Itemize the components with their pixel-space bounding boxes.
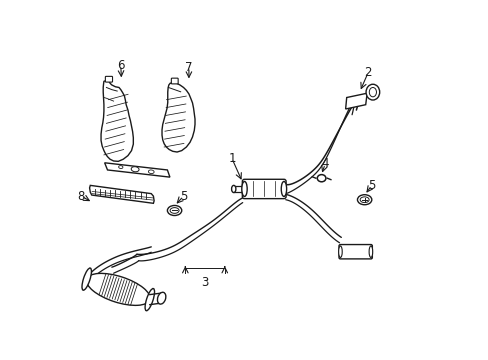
Text: 4: 4	[321, 157, 328, 170]
Ellipse shape	[157, 292, 165, 304]
Ellipse shape	[338, 246, 342, 257]
Polygon shape	[104, 163, 169, 177]
Ellipse shape	[360, 197, 368, 203]
Ellipse shape	[145, 288, 154, 311]
Ellipse shape	[281, 181, 286, 197]
Ellipse shape	[170, 208, 179, 213]
FancyBboxPatch shape	[171, 78, 178, 84]
Ellipse shape	[167, 206, 182, 216]
Ellipse shape	[368, 246, 372, 257]
Ellipse shape	[317, 175, 325, 182]
Text: 3: 3	[201, 276, 208, 289]
Text: 8: 8	[78, 190, 85, 203]
Polygon shape	[89, 185, 154, 203]
Ellipse shape	[86, 273, 150, 305]
Text: 2: 2	[364, 66, 371, 79]
Ellipse shape	[148, 170, 154, 174]
Ellipse shape	[119, 166, 122, 168]
Polygon shape	[101, 80, 133, 161]
Ellipse shape	[131, 167, 139, 172]
Text: 1: 1	[228, 152, 235, 165]
Ellipse shape	[366, 84, 379, 100]
Ellipse shape	[368, 87, 376, 97]
Text: 5: 5	[180, 190, 187, 203]
FancyBboxPatch shape	[338, 244, 371, 259]
Ellipse shape	[82, 268, 91, 290]
Text: 5: 5	[367, 179, 375, 192]
Text: 7: 7	[185, 60, 192, 73]
FancyBboxPatch shape	[105, 76, 112, 82]
Ellipse shape	[241, 181, 247, 197]
Ellipse shape	[357, 195, 371, 205]
Polygon shape	[162, 82, 195, 152]
FancyBboxPatch shape	[242, 179, 285, 199]
Ellipse shape	[231, 185, 235, 193]
Polygon shape	[345, 93, 366, 109]
Text: 6: 6	[117, 59, 124, 72]
